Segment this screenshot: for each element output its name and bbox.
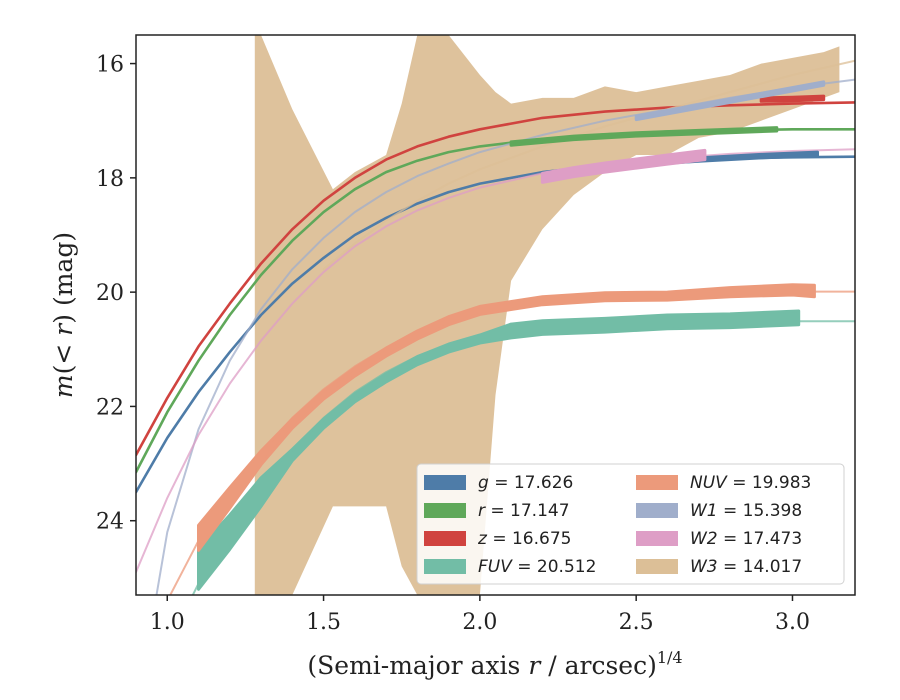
legend-label-w2: W2 = 17.473	[690, 529, 802, 549]
x-axis-title-var: r	[528, 651, 542, 680]
data-band-r	[509, 126, 779, 147]
x-axis-title-text: (Semi-major axis	[307, 651, 528, 680]
x-axis-title: (Semi-major axis r / arcsec)1/4	[307, 648, 682, 680]
model-curve-w3	[322, 59, 855, 271]
legend-swatch-w3	[636, 559, 678, 574]
data-band-z	[759, 94, 826, 103]
legend-label-w3: W3 = 14.017	[690, 557, 802, 577]
legend-label-w1: W1 = 15.398	[690, 501, 802, 521]
legend-swatch-z	[424, 531, 466, 546]
plot-frame	[135, 34, 856, 596]
data-curves	[197, 80, 826, 591]
axis-ticks: 1.0 1.5 2.0 2.5 3.0 16 18 20 22 24	[96, 53, 810, 635]
x-tick-label: 2.0	[462, 610, 497, 635]
data-band-w2	[540, 148, 707, 184]
y-tick-label: 24	[96, 510, 124, 535]
legend-swatch-fuv	[424, 559, 466, 574]
legend-swatch-g	[424, 475, 466, 490]
legend-box	[416, 463, 845, 585]
data-band-nuv	[197, 283, 816, 552]
y-tick-label: 18	[96, 167, 124, 192]
legend: g = 17.626 r = 17.147 z = 16.675 FUV = 20.5…	[416, 463, 845, 585]
legend-label-g: g = 17.626	[478, 473, 573, 493]
legend-swatch-r	[424, 503, 466, 518]
x-tick-label: 1.0	[150, 610, 185, 635]
x-axis-title-rest: / arcsec)	[540, 651, 657, 680]
band-w3	[254, 35, 840, 595]
uncertainty-bands	[254, 35, 840, 595]
y-axis-title-mid: (<	[49, 336, 78, 375]
legend-label-z: z = 16.675	[477, 529, 571, 549]
y-axis-title-var: r	[49, 322, 78, 336]
x-tick-label: 3.0	[775, 610, 810, 635]
legend-swatch-w2	[636, 531, 678, 546]
legend-label-fuv: FUV = 20.512	[478, 557, 596, 577]
y-tick-label: 16	[96, 53, 124, 78]
data-band-w1	[634, 80, 826, 122]
data-band-fuv	[197, 309, 801, 591]
y-axis-title-post: ) (mag)	[49, 232, 78, 324]
legend-swatch-nuv	[636, 475, 678, 490]
y-tick-label: 22	[96, 395, 124, 420]
y-tick-label: 20	[96, 281, 124, 306]
legend-swatch-w1	[636, 503, 678, 518]
x-tick-label: 1.5	[306, 610, 341, 635]
legend-label-r: r = 17.147	[478, 501, 570, 521]
legend-label-nuv: NUV = 19.983	[690, 473, 811, 493]
x-tick-label: 2.5	[619, 610, 654, 635]
y-axis-title-pre: m	[49, 374, 78, 398]
y-axis-title: m(< r) (mag)	[49, 232, 78, 398]
x-axis-title-sup: 1/4	[657, 648, 683, 667]
